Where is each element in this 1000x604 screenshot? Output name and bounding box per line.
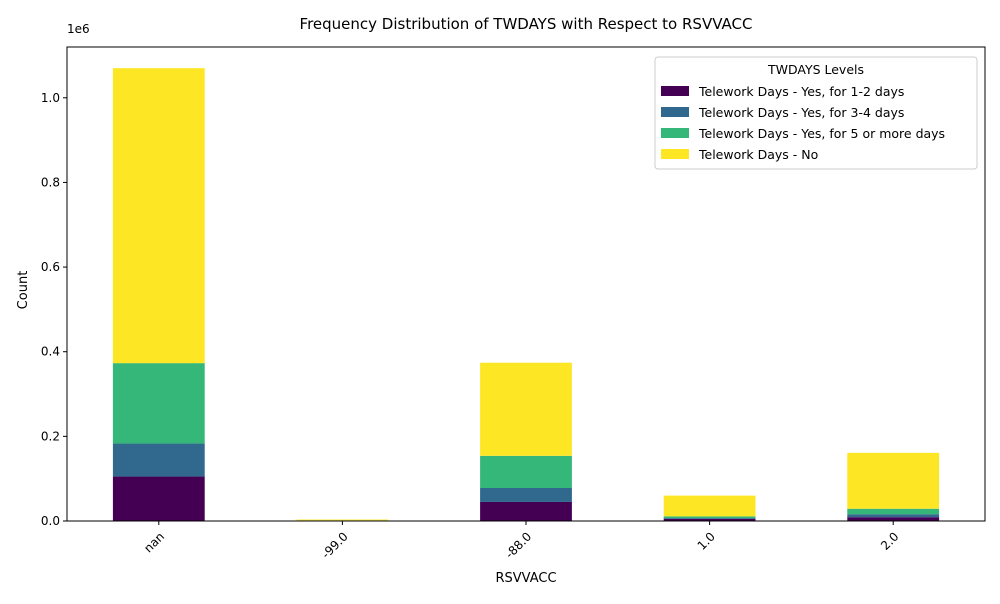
bar-segment--99.0-series-4 [297,520,389,521]
bar-segment--88.0-series-3 [480,456,572,488]
legend: TWDAYS Levels Telework Days - Yes, for 1-… [655,57,977,169]
bar-segment-2.0-series-4 [847,453,939,509]
legend-swatch [661,149,689,159]
bar-segment-nan-series-2 [113,444,205,477]
y-axis-title: Count [16,271,31,310]
x-tick-label: -99.0 [319,529,351,561]
bar-segment-1.0-series-4 [664,496,756,517]
x-tick-label: -88.0 [502,529,534,561]
bar-segment--88.0-series-2 [480,488,572,502]
y-tick-label: 1.0 [41,91,60,105]
chart-title: Frequency Distribution of TWDAYS with Re… [300,15,753,33]
bar-segment-2.0-series-1 [847,517,939,521]
bar-segment-1.0-series-2 [664,518,756,519]
x-tick-label: 1.0 [695,529,718,552]
bar-segment-1.0-series-3 [664,516,756,518]
bar-segment-nan-series-4 [113,68,205,363]
bar-segment-2.0-series-3 [847,509,939,515]
y-tick-label: 0.2 [41,429,60,443]
bar-segment-nan-series-3 [113,363,205,443]
bar-segment--88.0-series-4 [480,363,572,456]
y-axis-offset-label: 1e6 [67,22,90,36]
legend-swatch [661,107,689,117]
legend-entry-label: Telework Days - Yes, for 5 or more days [698,126,945,141]
legend-swatch [661,86,689,96]
x-tick-label: 2.0 [878,529,901,552]
y-tick-label: 0.0 [41,514,60,528]
y-tick-label: 0.4 [41,345,60,359]
bar-segment-nan-series-1 [113,477,205,521]
legend-swatch [661,128,689,138]
y-tick-label: 0.6 [41,260,60,274]
legend-entry-label: Telework Days - Yes, for 3-4 days [698,105,904,120]
bar-segment--88.0-series-1 [480,502,572,521]
bar-segment-2.0-series-2 [847,514,939,517]
legend-entry-label: Telework Days - No [698,147,818,162]
legend-title: TWDAYS Levels [767,62,864,77]
x-axis-title: RSVVACC [495,571,556,586]
legend-entry-label: Telework Days - Yes, for 1-2 days [698,84,904,99]
y-tick-label: 0.8 [41,175,60,189]
x-tick-label: nan [141,529,167,555]
